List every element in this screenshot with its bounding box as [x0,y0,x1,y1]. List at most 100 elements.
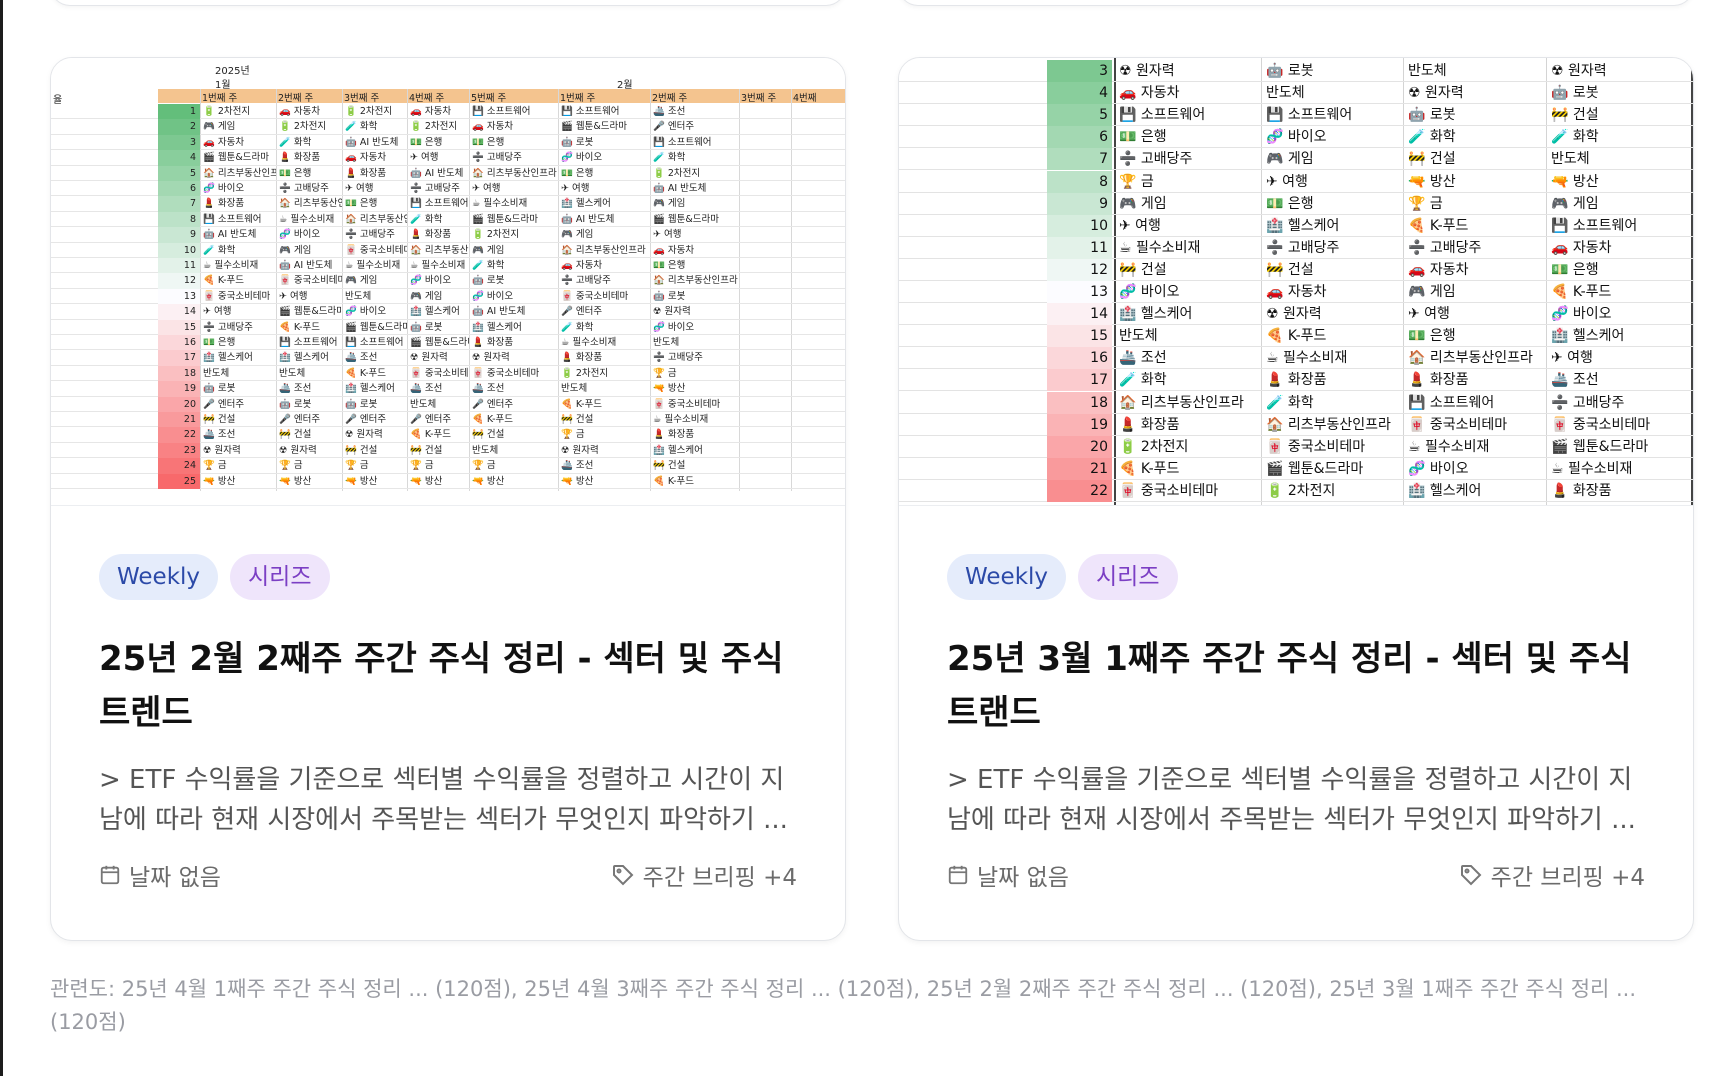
sheet-sector-cell: 💾 소프트웨어 [653,136,712,148]
post-tags: Weekly 시리즈 [99,554,330,600]
sheet-rank-cell: 24 [158,458,200,474]
post-card[interactable]: 2025년 1월 2월 율 1번째 주 2번째 주 3번째 주 4번째 주 5번째 주 1… [50,57,846,941]
sheet-sector-cell: 💵 은행 [1266,195,1314,212]
sheet-sector-cell: 🎬 웹툰&드라마 [203,152,269,164]
sheet-row: 10 ✈ 여행 🏥 헬스케어 🍕 K-푸드 💾 소프트웨어 [899,214,1693,237]
sheet-row: 15 반도체 🍕 K-푸드 💵 은행 🏥 헬스케어 [899,325,1693,348]
sheet-sector-cell: 🎮 게임 [1119,195,1167,212]
sheet-sector-cell: 🚢 조선 [410,383,443,395]
sheet-row: 4 🚗 자동차 반도체 ☢ 원자력 🤖 로봇 [899,82,1693,105]
sheet-sector-cell: 🍕 K-푸드 [203,275,244,287]
sheet-sector-cell: 🧪 화학 [472,260,505,271]
sheet-sector-cell: 🧬 바이오 [203,183,245,194]
sheet-grid-line [407,89,408,491]
post-description: > ETF 수익률을 기준으로 섹터별 수익률을 정렬하고 시간이 지남에 따라… [947,765,1636,835]
sheet-sector-cell: ✈ 여행 [279,290,308,302]
sheet-sector-cell: 🍕 K-푸드 [472,414,513,425]
sheet-grid-line [1691,58,1693,505]
sheet-rank-cell: 14 [1047,303,1112,326]
sheet-sector-cell: ➗ 고배당주 [561,275,611,287]
sheet-sector-cell: 💾 소프트웨어 [279,337,338,348]
sheet-rank-cell: 6 [158,181,200,197]
sheet-rank-cell: 5 [158,165,200,181]
sheet-sector-cell: 반도체 [410,398,437,410]
tag-weekly[interactable]: Weekly [99,554,219,600]
sheet-sector-cell: 🔫 방산 [279,475,312,487]
sheet-rank-cell: 18 [158,365,200,382]
sheet-row: 12 🚧 건설 🚧 건설 🚗 자동차 💵 은행 [899,258,1693,281]
sheet-sector-cell: 🀄 중국소비테마 [472,367,540,379]
sheet-month-label: 1월 [215,80,231,91]
sheet-sector-cell: 🔋 2차전지 [410,121,458,133]
sheet-sector-cell: 💄 화장품 [410,229,452,241]
sheet-sector-cell: 🧪 화학 [279,136,312,148]
sheet-sector-cell: 💵 은행 [1119,129,1167,146]
sheet-column-header: 3번째 주 [741,93,777,104]
sheet-sector-cell: 🏆 금 [653,367,677,379]
sheet-sector-cell: 🏥 헬스케어 [1119,306,1193,323]
post-tag-summary[interactable]: 주간 브리핑 +4 [1459,858,1645,892]
sheet-sector-cell: 🏠 리츠부동산인 [410,244,469,256]
sheet-sector-cell: 🏠 리츠부동산인프라 [561,244,646,256]
sheet-sector-cell: 🚧 건설 [345,444,378,456]
sheet-sector-cell: 🔫 방산 [561,475,594,487]
tag-series[interactable]: 시리즈 [1078,554,1178,600]
sheet-sector-cell: 🔫 방산 [653,383,686,395]
sheet-rank-cell: 3 [158,134,200,151]
sheet-grid-line [342,89,343,491]
sheet-sector-cell: 🧪 화학 [345,121,378,133]
sheet-sector-cell: 🎬 웹툰&드라마 [472,213,538,225]
sheet-sector-cell: 🤖 로봇 [653,290,686,302]
sheet-sector-cell: 🧪 화학 [203,244,236,256]
sheet-sector-cell: ✈ 여행 [1119,217,1161,234]
sheet-rank-cell: 15 [1047,325,1112,348]
sheet-sector-cell: ✈ 여행 [653,229,682,241]
sheet-row: 12 🍕 K-푸드 🀄 중국소비테마 🎮 게임 🧬 바이오 🤖 로봇 ➗ 고배당주 🏠 리츠부… [51,273,845,289]
sheet-rank-cell: 10 [158,242,200,258]
sheet-sector-cell: 🀄 중국소비테마 [410,367,469,379]
sheet-rank-cell: 17 [1047,369,1112,392]
sheet-sector-cell: 🚧 건설 [561,414,594,425]
sheet-rank-cell: 17 [158,350,200,366]
sheet-sector-cell: 🚧 건설 [653,460,686,472]
sheet-sector-cell: 🚗 자동차 [345,152,387,164]
post-date: 날짜 없음 [99,858,221,892]
previous-card-bottom[interactable] [898,0,1694,6]
sheet-rank-cell: 19 [158,381,200,397]
sheet-row: 5 💾 소프트웨어 💾 소프트웨어 🤖 로봇 🚧 건설 [899,104,1693,127]
sheet-rank-cell: 4 [158,150,200,166]
sheet-rank-cell: 9 [1047,192,1112,215]
sheet-sector-cell: 💄 화장품 [561,352,603,364]
sheet-column-header: 4번째 주 [409,93,445,104]
tag-weekly[interactable]: Weekly [947,554,1067,600]
post-tag-summary[interactable]: 주간 브리핑 +4 [611,858,797,892]
post-card[interactable]: 3 ☢ 원자력 🤖 로봇 반도체 ☢ 원자력 4 🚗 자동차 반도체 ☢ 원자력 🤖 로봇 5 💾 소… [898,57,1694,941]
calendar-icon [100,865,120,885]
sheet-sector-cell: ➗ 고배당주 [203,321,253,333]
sheet-sector-cell: 🏥 헬스케어 [1408,482,1482,499]
sheet-sector-cell: 🧬 바이오 [410,275,452,287]
sheet-sector-cell: 🎬 웹툰&드라마 [653,213,719,225]
post-title[interactable]: 25년 3월 1째주 주간 주식 정리 - 섹터 및 주식 트랜드 [947,639,1632,733]
sheet-sector-cell: 🎤 엔터주 [561,306,603,318]
sheet-sector-cell: 💾 소프트웨어 [410,198,469,210]
sheet-row: 20 🔋 2차전지 🀄 중국소비테마 ☕ 필수소비재 🎬 웹툰&드라마 [899,435,1693,458]
sheet-sector-cell: 반도체 [1266,85,1305,102]
sheet-rank-cell: 8 [1047,170,1112,193]
sheet-sector-cell: 🀄 중국소비테마 [1266,438,1366,455]
tag-series[interactable]: 시리즈 [230,554,330,600]
sheet-sector-cell: 🤖 로봇 [279,398,312,410]
sheet-grid-line [1403,58,1404,505]
previous-card-bottom[interactable] [50,0,846,6]
sheet-year-label: 2025년 [215,66,250,77]
sheet-row: 13 🧬 바이오 🚗 자동차 🎮 게임 🍕 K-푸드 [899,281,1693,303]
tag-icon [1460,865,1482,886]
sheet-sector-cell: 🍕 K-푸드 [1408,217,1469,234]
sheet-column-header: 1번째 주 [560,93,596,104]
sheet-sector-cell: 🏠 리츠부동산인프라 [1266,416,1391,433]
post-title[interactable]: 25년 2월 2째주 주간 주식 정리 - 섹터 및 주식 트렌드 [99,639,784,733]
sheet-grid-line [1114,58,1116,505]
sheet-sector-cell: 🔫 방산 [472,475,505,487]
sheet-sector-cell: 🎬 웹툰&드라마 [345,321,407,333]
